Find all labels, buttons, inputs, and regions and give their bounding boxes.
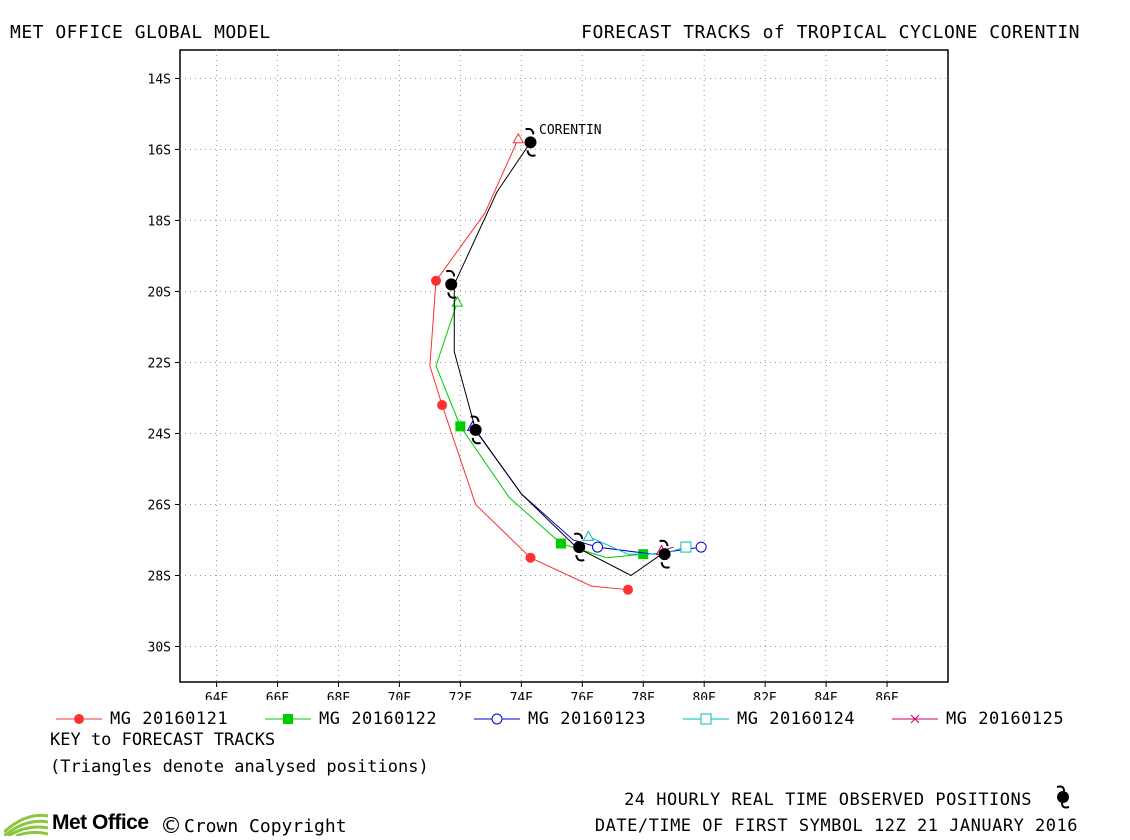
lon-tick-label: 82E [753, 691, 776, 700]
lat-tick-label: 18S [148, 214, 171, 229]
forecast-marker-open-square [680, 541, 692, 553]
cyclone-symbol-arm [447, 292, 457, 299]
forecast-marker-square [455, 421, 466, 432]
lon-tick-label: 72E [449, 691, 472, 700]
lon-tick-label: 64E [205, 691, 228, 700]
cyclone-symbol-icon [1056, 785, 1070, 809]
cyclone-symbol-core [658, 548, 671, 561]
cyclone-symbol-icon [658, 539, 671, 569]
observed-positions-note: 24 HOURLY REAL TIME OBSERVED POSITIONS [624, 790, 1032, 810]
met-office-logo: Met Office [4, 810, 149, 836]
cyclone-symbol-arm [573, 532, 584, 540]
cyclone-symbol-core [445, 278, 458, 291]
legend-magenta-cross-icon [892, 714, 938, 724]
cyclone-symbol-arm [470, 415, 480, 423]
map-frame [179, 49, 949, 683]
forecast-marker-square [555, 538, 566, 549]
legend-label: MG 20160124 [737, 709, 856, 729]
forecast-marker-open-circle [695, 541, 707, 553]
lon-tick-label: 66E [266, 691, 289, 700]
cyclone-symbol-arm [660, 561, 670, 569]
page-title-right: FORECAST TRACKS of TROPICAL CYCLONE CORE… [581, 22, 1080, 43]
lon-tick-label: 84E [814, 691, 837, 700]
lat-tick-label: 24S [148, 427, 171, 442]
analysed-position-triangle [582, 530, 595, 541]
cyclone-symbol-arm [575, 554, 585, 562]
key-title: KEY to FORECAST TRACKS [50, 730, 276, 750]
cyclone-symbol-icon [469, 415, 482, 445]
forecast-track-line [588, 535, 687, 555]
cyclone-symbol-arm [525, 127, 535, 135]
lat-tick-label: 22S [148, 356, 171, 371]
copyright-symbol: © [160, 814, 182, 839]
analysed-position-triangle [451, 296, 464, 307]
legend-label: MG 20160121 [110, 709, 229, 729]
lat-tick-label: 26S [148, 498, 171, 513]
legend-item-mg-20160121: MG 20160121 [56, 707, 228, 731]
lat-tick-label: 28S [148, 569, 171, 584]
legend-item-mg-20160125: MG 20160125 [892, 707, 1064, 731]
first-symbol-datetime: DATE/TIME OF FIRST SYMBOL 12Z 21 JANUARY… [594, 816, 1078, 836]
forecast-marker-circle [525, 552, 536, 563]
legend-blue-open-circle-icon [474, 713, 520, 725]
cyclone-symbol-icon [573, 532, 586, 562]
cyclone-symbol-arm [526, 150, 536, 157]
forecast-track-line [435, 301, 644, 559]
observed-track [445, 127, 671, 577]
legend-red-circle-icon [56, 714, 102, 724]
cyclone-symbol-icon [445, 269, 458, 299]
legend-green-square-icon [265, 714, 311, 724]
storm-name-label: CORENTIN [539, 123, 602, 138]
forecast-marker-circle [431, 275, 441, 286]
copyright: © Crown Copyright [160, 814, 347, 839]
copyright-text: Crown Copyright [184, 816, 347, 837]
legend-label: MG 20160122 [319, 709, 438, 729]
legend: MG 20160121 MG 20160122 MG 20160123 MG 2… [0, 707, 1130, 731]
legend-cyan-open-square-icon [683, 713, 729, 725]
lat-tick-label: 14S [148, 72, 171, 87]
legend-label: MG 20160125 [946, 709, 1065, 729]
lon-tick-label: 76E [571, 691, 594, 700]
analysed-position-triangle [512, 132, 525, 144]
page-title-left: MET OFFICE GLOBAL MODEL [10, 22, 271, 43]
legend-item-mg-20160124: MG 20160124 [683, 707, 855, 731]
key-subtitle: (Triangles denote analysed positions) [50, 757, 429, 777]
legend-label: MG 20160123 [528, 709, 647, 729]
met-office-logo-icon [4, 813, 48, 836]
lon-tick-label: 80E [692, 691, 715, 700]
cyclone-symbol-core [469, 423, 482, 436]
lon-tick-label: 74E [510, 691, 533, 700]
cyclone-symbol-icon [524, 127, 537, 157]
forecast-marker-open-circle [592, 541, 604, 553]
map-grid [180, 50, 948, 682]
cyclone-symbol-arm [471, 437, 481, 445]
lon-tick-label: 70E [388, 691, 411, 700]
cyclone-symbol-arm [445, 269, 456, 277]
cyclone-symbol-arm [659, 539, 669, 547]
lon-tick-label: 68E [327, 691, 350, 700]
axis-ticks: 64E 66E 68E 70E 72E 74E 76E 78E 80E 82E 84E 86E 14S 1… [148, 72, 899, 700]
lon-tick-label: 86E [875, 691, 898, 700]
cyclone-symbol-core [573, 541, 586, 554]
lat-tick-label: 16S [148, 143, 171, 158]
legend-item-mg-20160123: MG 20160123 [474, 707, 646, 731]
lat-tick-label: 30S [148, 640, 171, 655]
forecast-marker-circle [623, 584, 633, 595]
logo-text: Met Office [52, 811, 149, 834]
lon-tick-label: 78E [631, 691, 654, 700]
cyclone-symbol-core [524, 136, 537, 149]
forecast-track-map: 64E 66E 68E 70E 72E 74E 76E 78E 80E 82E 84E 86E 14S 1… [148, 49, 949, 700]
legend-item-mg-20160122: MG 20160122 [265, 707, 437, 731]
lat-tick-label: 20S [148, 285, 171, 300]
forecast-marker-circle [437, 400, 448, 411]
